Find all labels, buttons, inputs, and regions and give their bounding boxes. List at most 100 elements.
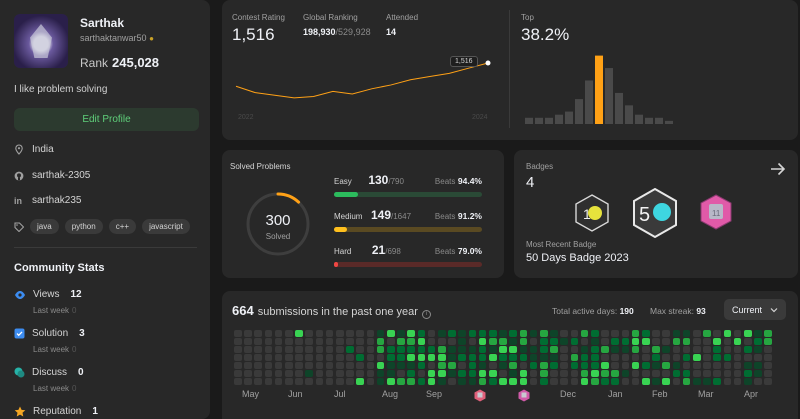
heatmap-cell[interactable] bbox=[305, 354, 313, 361]
heatmap-cell[interactable] bbox=[274, 370, 283, 377]
heatmap-cell[interactable] bbox=[642, 330, 650, 337]
histogram-bar[interactable] bbox=[615, 92, 623, 124]
heatmap-cell[interactable] bbox=[703, 370, 711, 377]
heatmap-cell[interactable] bbox=[468, 354, 477, 361]
github-row[interactable]: sarthak-2305 bbox=[14, 170, 90, 181]
heatmap-cell[interactable] bbox=[356, 378, 364, 385]
heatmap-cell[interactable] bbox=[601, 330, 609, 337]
heatmap-cell[interactable] bbox=[560, 354, 568, 361]
heatmap-cell[interactable] bbox=[427, 370, 436, 377]
heatmap-cell[interactable] bbox=[662, 338, 670, 345]
heatmap-cell[interactable] bbox=[397, 330, 405, 337]
heatmap-cell[interactable] bbox=[693, 330, 701, 337]
heatmap-cell[interactable] bbox=[601, 346, 609, 353]
heatmap-cell[interactable] bbox=[631, 338, 640, 345]
linkedin-row[interactable]: in sarthak235 bbox=[14, 195, 81, 206]
heatmap-cell[interactable] bbox=[407, 346, 415, 353]
histogram-bar[interactable] bbox=[585, 80, 593, 124]
heatmap-cell[interactable] bbox=[438, 338, 446, 345]
heatmap-cell[interactable] bbox=[733, 346, 742, 353]
heatmap-cell[interactable] bbox=[356, 362, 364, 369]
heatmap-cell[interactable] bbox=[417, 362, 426, 369]
heatmap-cell[interactable] bbox=[376, 378, 385, 385]
heatmap-cell[interactable] bbox=[621, 330, 630, 337]
period-select[interactable]: Current bbox=[724, 299, 786, 320]
heatmap-cell[interactable] bbox=[336, 362, 344, 369]
heatmap-cell[interactable] bbox=[733, 354, 742, 361]
heatmap-cell[interactable] bbox=[570, 354, 579, 361]
heatmap-cell[interactable] bbox=[448, 362, 456, 369]
heatmap-cell[interactable] bbox=[529, 370, 538, 377]
heatmap-cell[interactable] bbox=[438, 330, 446, 337]
heatmap-cell[interactable] bbox=[621, 362, 630, 369]
heatmap-cell[interactable] bbox=[417, 346, 426, 353]
heatmap-cell[interactable] bbox=[611, 370, 619, 377]
heatmap-cell[interactable] bbox=[458, 338, 466, 345]
heatmap-cell[interactable] bbox=[764, 362, 772, 369]
heatmap-cell[interactable] bbox=[713, 354, 721, 361]
heatmap-cell[interactable] bbox=[682, 370, 691, 377]
heatmap-cell[interactable] bbox=[560, 370, 568, 377]
heatmap-cell[interactable] bbox=[295, 378, 303, 385]
heatmap-cell[interactable] bbox=[295, 338, 303, 345]
heatmap-cell[interactable] bbox=[234, 354, 242, 361]
heatmap-cell[interactable] bbox=[427, 346, 436, 353]
heatmap-cell[interactable] bbox=[713, 370, 721, 377]
heatmap-cell[interactable] bbox=[744, 378, 752, 385]
heatmap-cell[interactable] bbox=[744, 362, 752, 369]
heatmap-cell[interactable] bbox=[642, 346, 650, 353]
heatmap-cell[interactable] bbox=[744, 330, 752, 337]
heatmap-cell[interactable] bbox=[611, 362, 619, 369]
heatmap-cell[interactable] bbox=[234, 338, 242, 345]
heatmap-cell[interactable] bbox=[764, 378, 772, 385]
heatmap-cell[interactable] bbox=[682, 378, 691, 385]
heatmap-cell[interactable] bbox=[478, 378, 487, 385]
heatmap-cell[interactable] bbox=[519, 346, 528, 353]
heatmap-cell[interactable] bbox=[570, 370, 579, 377]
heatmap-cell[interactable] bbox=[254, 370, 262, 377]
histogram-bar[interactable] bbox=[525, 117, 533, 124]
heatmap-cell[interactable] bbox=[285, 338, 293, 345]
heatmap-cell[interactable] bbox=[305, 338, 313, 345]
heatmap-cell[interactable] bbox=[356, 346, 364, 353]
heatmap-cell[interactable] bbox=[631, 354, 640, 361]
heatmap-cell[interactable] bbox=[346, 370, 354, 377]
heatmap-cell[interactable] bbox=[703, 346, 711, 353]
heatmap-cell[interactable] bbox=[601, 354, 609, 361]
github-link[interactable]: sarthak-2305 bbox=[32, 170, 91, 181]
heatmap-cell[interactable] bbox=[346, 378, 354, 385]
heatmap-cell[interactable] bbox=[407, 338, 415, 345]
heatmap-cell[interactable] bbox=[305, 378, 313, 385]
heatmap-cell[interactable] bbox=[438, 370, 446, 377]
heatmap-cell[interactable] bbox=[234, 330, 242, 337]
heatmap-cell[interactable] bbox=[499, 346, 507, 353]
heatmap-cell[interactable] bbox=[723, 346, 732, 353]
heatmap-cell[interactable] bbox=[254, 338, 262, 345]
linkedin-link[interactable]: sarthak235 bbox=[32, 195, 82, 206]
heatmap-cell[interactable] bbox=[376, 354, 385, 361]
heatmap-cell[interactable] bbox=[723, 370, 732, 377]
heatmap-cell[interactable] bbox=[529, 346, 538, 353]
heatmap-cell[interactable] bbox=[274, 330, 283, 337]
heatmap-cell[interactable] bbox=[652, 354, 660, 361]
heatmap-cell[interactable] bbox=[713, 330, 721, 337]
heatmap-cell[interactable] bbox=[346, 354, 354, 361]
heatmap-cell[interactable] bbox=[499, 370, 507, 377]
heatmap-cell[interactable] bbox=[346, 330, 354, 337]
histogram-bar[interactable] bbox=[535, 117, 543, 124]
heatmap-cell[interactable] bbox=[642, 338, 650, 345]
heatmap-cell[interactable] bbox=[621, 354, 630, 361]
heatmap-cell[interactable] bbox=[591, 330, 599, 337]
heatmap-cell[interactable] bbox=[499, 362, 507, 369]
heatmap-cell[interactable] bbox=[397, 346, 405, 353]
heatmap-cell[interactable] bbox=[754, 378, 762, 385]
heatmap-cell[interactable] bbox=[682, 362, 691, 369]
heatmap-cell[interactable] bbox=[366, 338, 375, 345]
heatmap-cell[interactable] bbox=[754, 370, 762, 377]
heatmap-cell[interactable] bbox=[570, 362, 579, 369]
heatmap-cell[interactable] bbox=[642, 378, 650, 385]
heatmap-cell[interactable] bbox=[519, 370, 528, 377]
heatmap-cell[interactable] bbox=[468, 378, 477, 385]
heatmap-cell[interactable] bbox=[560, 338, 568, 345]
heatmap-cell[interactable] bbox=[489, 338, 497, 345]
